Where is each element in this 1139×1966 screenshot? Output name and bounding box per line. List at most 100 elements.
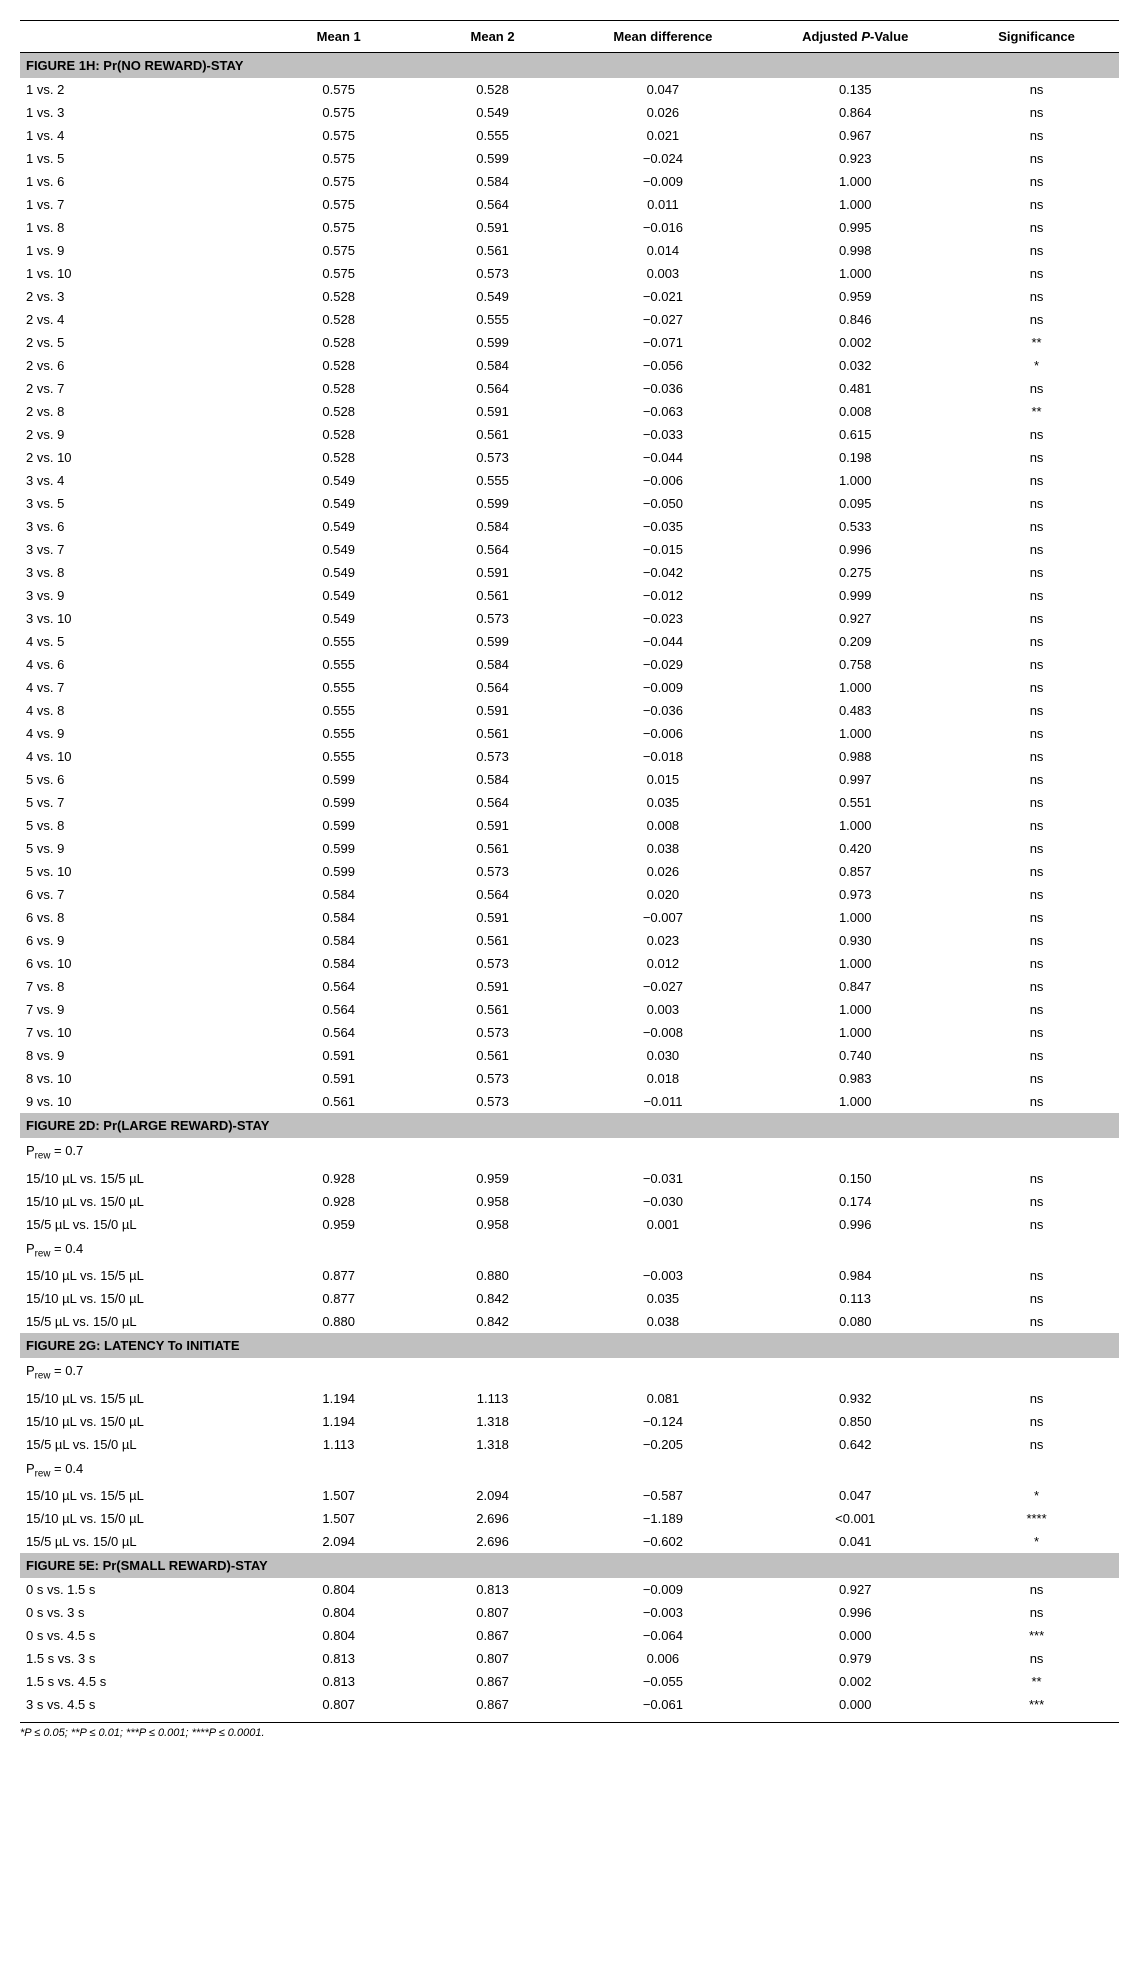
cell: ** [954,331,1119,354]
cell: ns [954,423,1119,446]
table-row: 2 vs. 90.5280.561−0.0330.615ns [20,423,1119,446]
cell: 0.549 [262,492,416,515]
cell: 0.095 [756,492,954,515]
cell: 2 vs. 9 [20,423,262,446]
subsection-label: Prew = 0.4 [20,1456,1119,1485]
cell: <0.001 [756,1507,954,1530]
cell: 0.575 [262,193,416,216]
cell: 0.021 [569,124,756,147]
cell: 0.996 [756,1213,954,1236]
cell: 1.194 [262,1410,416,1433]
cell: 0.575 [262,216,416,239]
cell: ns [954,101,1119,124]
cell: 2.094 [416,1484,570,1507]
cell: 0.591 [416,906,570,929]
cell: 0.549 [262,607,416,630]
cell: 15/5 µL vs. 15/0 µL [20,1310,262,1333]
table-row: 2 vs. 80.5280.591−0.0630.008** [20,400,1119,423]
stats-table: Mean 1 Mean 2 Mean difference Adjusted P… [20,20,1119,1716]
cell: ns [954,78,1119,101]
cell: 2 vs. 3 [20,285,262,308]
cell: 15/10 µL vs. 15/5 µL [20,1167,262,1190]
cell: −0.027 [569,975,756,998]
cell: 1.000 [756,814,954,837]
cell: 0.113 [756,1287,954,1310]
cell: ns [954,699,1119,722]
cell: 0.573 [416,262,570,285]
subsection-label: Prew = 0.7 [20,1358,1119,1387]
cell: 0.561 [416,722,570,745]
cell: 0.549 [262,584,416,607]
cell: 6 vs. 10 [20,952,262,975]
cell: 0.047 [756,1484,954,1507]
cell: 1 vs. 2 [20,78,262,101]
cell: 2 vs. 4 [20,308,262,331]
subsection-row: Prew = 0.4 [20,1236,1119,1265]
cell: 4 vs. 10 [20,745,262,768]
cell: 0.528 [262,308,416,331]
section-title: FIGURE 1H: Pr(NO REWARD)-STAY [20,53,1119,79]
cell: 0.002 [756,1670,954,1693]
cell: ns [954,768,1119,791]
cell: 1.000 [756,722,954,745]
table-row: 1 vs. 20.5750.5280.0470.135ns [20,78,1119,101]
cell: ns [954,377,1119,400]
cell: 0.575 [262,124,416,147]
cell: −0.036 [569,699,756,722]
cell: 0.555 [262,745,416,768]
cell: 0.020 [569,883,756,906]
cell: 0.528 [416,78,570,101]
cell: 0.481 [756,377,954,400]
table-row: 15/10 µL vs. 15/0 µL0.9280.958−0.0300.17… [20,1190,1119,1213]
cell: 5 vs. 10 [20,860,262,883]
cell: 0.599 [262,791,416,814]
cell: *** [954,1624,1119,1647]
cell: 0.584 [416,354,570,377]
cell: 0.080 [756,1310,954,1333]
cell: 0.584 [416,653,570,676]
col-significance: Significance [954,21,1119,53]
cell: 0.599 [416,630,570,653]
cell: 4 vs. 6 [20,653,262,676]
cell: 0.599 [262,814,416,837]
table-row: 2 vs. 60.5280.584−0.0560.032* [20,354,1119,377]
cell: 1.507 [262,1484,416,1507]
cell: 0.575 [262,147,416,170]
cell: −0.030 [569,1190,756,1213]
cell: 4 vs. 7 [20,676,262,699]
cell: 1.000 [756,952,954,975]
cell: 0.880 [262,1310,416,1333]
cell: ns [954,1021,1119,1044]
cell: ns [954,1647,1119,1670]
cell: 0.927 [756,1578,954,1601]
cell: 15/5 µL vs. 15/0 µL [20,1433,262,1456]
cell: ns [954,239,1119,262]
cell: 0.275 [756,561,954,584]
table-row: 1 vs. 60.5750.584−0.0091.000ns [20,170,1119,193]
cell: ns [954,975,1119,998]
cell: 0.564 [262,975,416,998]
cell: 3 vs. 6 [20,515,262,538]
cell: 0.988 [756,745,954,768]
cell: 0 s vs. 4.5 s [20,1624,262,1647]
cell: −0.061 [569,1693,756,1716]
table-row: 5 vs. 80.5990.5910.0081.000ns [20,814,1119,837]
cell: ns [954,837,1119,860]
section-header-row: FIGURE 2D: Pr(LARGE REWARD)-STAY [20,1113,1119,1138]
table-row: 4 vs. 60.5550.584−0.0290.758ns [20,653,1119,676]
table-row: 1 vs. 70.5750.5640.0111.000ns [20,193,1119,216]
cell: ns [954,561,1119,584]
cell: 0.564 [416,377,570,400]
cell: 0.573 [416,1067,570,1090]
cell: 0.997 [756,768,954,791]
cell: 0.032 [756,354,954,377]
table-row: 1 vs. 50.5750.599−0.0240.923ns [20,147,1119,170]
cell: 8 vs. 10 [20,1067,262,1090]
cell: 7 vs. 8 [20,975,262,998]
cell: 15/10 µL vs. 15/5 µL [20,1484,262,1507]
cell: ns [954,515,1119,538]
cell: ns [954,469,1119,492]
col-comparison [20,21,262,53]
cell: 0.564 [416,791,570,814]
cell: 0.008 [569,814,756,837]
